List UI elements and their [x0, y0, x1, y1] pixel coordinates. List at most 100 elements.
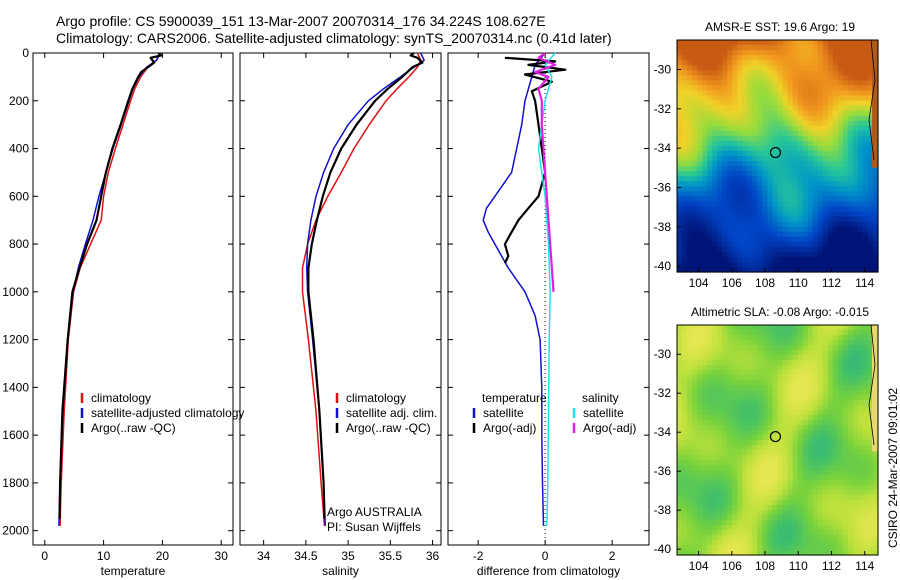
- sst-map-cell: [677, 70, 683, 76]
- sst-map-cell: [727, 241, 733, 248]
- sst-map-cell: [802, 60, 809, 66]
- sla-map-cell: [677, 480, 683, 486]
- sst-map-cell: [847, 181, 854, 187]
- sst-map-cell: [702, 181, 708, 187]
- sst-map-cell: [687, 70, 693, 76]
- sla-map-cell: [847, 360, 854, 366]
- sla-map-cell: [687, 510, 693, 516]
- sla-map-cell: [847, 410, 854, 416]
- sla-map-cell: [732, 495, 738, 501]
- sla-map-cell: [692, 475, 698, 481]
- sst-map-cell: [722, 251, 728, 258]
- sla-map-cell: [782, 400, 789, 406]
- sla-map-cell: [732, 400, 738, 406]
- sla-map-cell: [732, 440, 738, 446]
- sst-map-cell: [767, 55, 774, 61]
- sla-map-cell: [812, 445, 819, 451]
- sla-map-cell: [777, 470, 784, 476]
- sla-map-cell: [697, 345, 703, 351]
- sla-map-cell: [692, 505, 698, 511]
- sst-map-cell: [727, 196, 733, 202]
- sst-map-cell: [752, 105, 759, 112]
- sla-map-cell: [702, 535, 708, 541]
- sst-map-cell: [702, 246, 708, 253]
- sst-map-cell: [717, 120, 723, 127]
- sla-map-cell: [807, 340, 814, 346]
- sla-map-cell: [702, 415, 708, 421]
- sst-map-cell: [717, 171, 723, 177]
- sla-map-cell: [827, 425, 834, 431]
- sst-map-cell: [682, 186, 688, 192]
- sla-map-cell: [852, 355, 859, 361]
- sla-map-cell: [722, 405, 728, 411]
- sst-map-cell: [787, 176, 794, 182]
- sst-map-cell: [737, 140, 743, 147]
- sst-map-cell: [752, 211, 759, 218]
- sst-map-cell: [817, 80, 824, 86]
- sla-map-cell: [812, 440, 819, 446]
- sla-map-cell: [827, 445, 834, 451]
- sla-map-cell: [802, 550, 809, 556]
- sla-map-cell: [722, 445, 728, 451]
- sla-map-cell: [777, 550, 784, 556]
- sst-map-cell: [797, 256, 804, 263]
- sst-map-cell: [807, 135, 814, 142]
- sst-map-cell: [737, 45, 743, 51]
- sst-map-cell: [867, 241, 874, 248]
- sst-map-cell: [722, 90, 728, 97]
- sst-map-cell: [762, 256, 769, 263]
- sla-map-cell: [752, 460, 759, 466]
- sla-map-cell: [792, 335, 799, 341]
- sla-map-cell: [777, 425, 784, 431]
- sla-map-cell: [812, 525, 819, 531]
- sla-map-cell: [732, 490, 738, 496]
- sst-map-cell: [847, 110, 854, 117]
- sla-map-cell: [732, 355, 738, 361]
- sla-map-cell: [797, 500, 804, 506]
- sst-map-cell: [872, 176, 879, 182]
- sst-map-cell: [762, 176, 769, 182]
- sst-map-cell: [707, 196, 713, 202]
- sla-map-cell: [722, 335, 728, 341]
- sla-map-cell: [797, 545, 804, 551]
- sla-map-cell: [847, 435, 854, 441]
- sst-map-cell: [752, 120, 759, 127]
- sla-map-cell: [802, 430, 809, 436]
- sla-map-cell: [772, 500, 779, 506]
- sla-map-cell: [727, 325, 733, 331]
- sst-map-cell: [862, 261, 869, 268]
- sst-map-cell: [847, 156, 854, 162]
- sst-map-cell: [772, 95, 779, 102]
- sst-map-cell: [787, 231, 794, 238]
- sst-map-cell: [712, 120, 718, 127]
- sla-map-cell: [747, 495, 753, 501]
- sst-map-cell: [757, 105, 764, 112]
- sst-map-cell: [747, 110, 753, 117]
- sst-map-cell: [847, 171, 854, 177]
- sla-map-cell: [762, 325, 769, 331]
- sla-map-cell: [832, 470, 839, 476]
- sla-map-cell: [717, 325, 723, 331]
- sst-map-cell: [867, 256, 874, 263]
- sla-map-cell: [832, 345, 839, 351]
- sst-map-cell: [787, 161, 794, 167]
- sla-map-cell: [707, 355, 713, 361]
- sst-map-cell: [732, 261, 738, 268]
- sla-map-cell: [697, 325, 703, 331]
- sla-map-cell: [712, 440, 718, 446]
- sst-map-cell: [767, 95, 774, 102]
- sla-map-cell: [732, 470, 738, 476]
- sst-map-cell: [687, 161, 693, 167]
- sla-map-cell: [822, 400, 829, 406]
- sla-map-cell: [787, 510, 794, 516]
- sla-map-cell: [797, 470, 804, 476]
- sla-map-cell: [732, 380, 738, 386]
- sla-map-cell: [782, 425, 789, 431]
- sst-map-cell: [742, 236, 748, 243]
- sla-map-cell: [722, 330, 728, 336]
- sla-map-cell: [792, 495, 799, 501]
- sst-map-cell: [782, 196, 789, 202]
- sla-map-cell: [742, 525, 748, 531]
- sst-map-cell: [727, 65, 733, 71]
- sst-map-cell: [742, 110, 748, 117]
